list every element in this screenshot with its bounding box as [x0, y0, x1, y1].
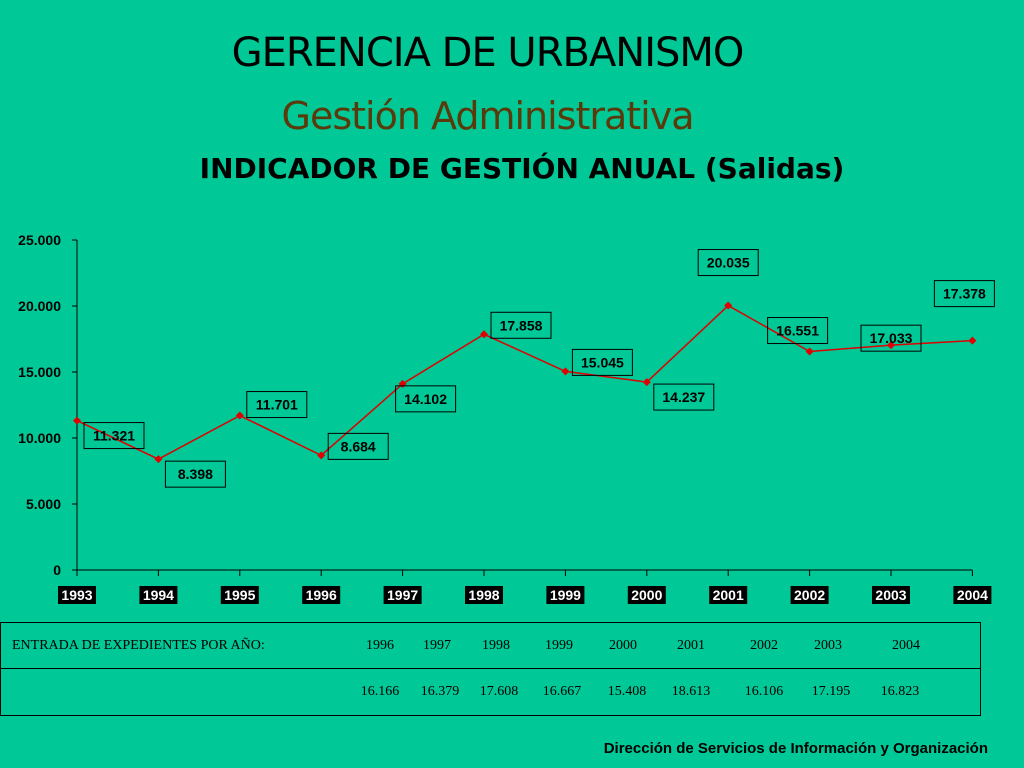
data-label: 8.684: [341, 438, 376, 454]
x-tick-label-box: [546, 586, 585, 604]
x-tick-label-box: [790, 586, 829, 604]
entries-value-cell: 16.667: [542, 684, 582, 699]
entries-value-cell: 16.823: [880, 684, 920, 699]
x-tick-label-box: [220, 586, 259, 604]
entries-value-cell: 17.608: [479, 684, 519, 699]
x-tick-label-box: [627, 586, 666, 604]
data-label-box: [571, 348, 633, 376]
data-label-box: [327, 432, 389, 460]
y-tick-label: 0: [53, 562, 61, 578]
y-tick-label: 25.000: [18, 232, 61, 248]
data-point: [642, 378, 651, 387]
x-tick-label: 1993: [61, 587, 92, 603]
data-label-box: [860, 324, 922, 352]
data-label: 20.035: [707, 255, 750, 271]
y-tick-label: 5.000: [26, 496, 61, 512]
page-title: GERENCIA DE URBANISMO: [231, 30, 745, 76]
entries-year-cell: 1997: [423, 638, 451, 653]
footer-credit: Dirección de Servicios de Información y …: [603, 740, 988, 757]
x-tick-label-box: [465, 586, 503, 604]
data-point: [561, 367, 570, 376]
x-tick-label: 1997: [387, 587, 418, 603]
entries-value-cell: 16.166: [360, 684, 400, 699]
data-point: [968, 336, 977, 345]
x-tick-label-box: [383, 586, 422, 604]
entries-year-cell: 1999: [545, 638, 573, 653]
x-tick-label: 1995: [224, 587, 255, 603]
y-tick-label: 15.000: [18, 364, 61, 380]
entries-value-cell: 18.613: [671, 684, 711, 699]
x-tick-label: 2002: [794, 587, 825, 603]
page-subtitle: Gestión Administrativa: [281, 94, 695, 138]
series-line: [76, 304, 973, 460]
data-point: [724, 301, 733, 310]
data-point: [480, 330, 488, 339]
entries-year-cell: 1996: [366, 638, 394, 653]
data-point: [235, 411, 244, 420]
data-label: 11.701: [256, 397, 298, 413]
data-label-box: [164, 460, 226, 488]
x-tick-label-box: [953, 586, 992, 604]
x-tick-label-box: [139, 586, 178, 604]
x-tick-label: 2003: [875, 587, 906, 603]
x-tick-label: 1996: [306, 587, 337, 603]
y-tick-label: 10.000: [18, 430, 61, 446]
data-label: 16.551: [776, 323, 819, 339]
data-label: 11.321: [93, 428, 135, 444]
entries-year-cell: 2000: [609, 638, 637, 653]
data-point: [73, 416, 81, 425]
x-tick-label-box: [58, 586, 96, 604]
x-tick-label: 2000: [631, 587, 662, 603]
data-point: [887, 341, 895, 350]
x-tick-label-box: [302, 586, 341, 604]
data-label: 14.237: [662, 389, 705, 405]
entries-label: ENTRADA DE EXPEDIENTES POR AÑO:: [12, 638, 265, 653]
entries-value-cell: 15.408: [607, 684, 647, 699]
x-tick-label: 2004: [957, 587, 988, 603]
x-tick-label: 1994: [143, 587, 174, 603]
data-point: [154, 455, 163, 464]
data-label: 17.378: [943, 286, 986, 302]
y-tick-label: 20.000: [18, 298, 61, 314]
data-label-box: [933, 280, 995, 308]
data-label-box: [490, 311, 552, 339]
entries-year-cell: 2004: [892, 638, 920, 653]
entries-value-cell: 16.379: [420, 684, 460, 699]
x-tick-label-box: [709, 586, 748, 604]
entries-year-cell: 2002: [750, 638, 778, 653]
entries-year-cell: 2001: [677, 638, 705, 653]
line-chart: 0 5.000 10.000 15.000 20.000 25.000 1993 1994 19…: [18, 232, 995, 604]
entries-header-row: ENTRADA DE EXPEDIENTES POR AÑO: 1996 199…: [1, 623, 980, 669]
data-label-box: [697, 249, 759, 277]
chart-title: INDICADOR DE GESTIÓN ANUAL (Salidas): [199, 152, 845, 185]
data-label-box: [767, 317, 829, 345]
data-label: 17.033: [870, 330, 913, 346]
entries-year-cell: 1998: [482, 638, 510, 653]
data-label: 8.398: [178, 466, 213, 482]
data-label-box: [246, 391, 308, 419]
x-tick-label: 1999: [550, 587, 581, 603]
data-label-box: [653, 383, 715, 411]
data-label: 17.858: [500, 317, 543, 333]
entries-table: ENTRADA DE EXPEDIENTES POR AÑO: 1996 199…: [0, 622, 981, 716]
data-label-box: [395, 385, 457, 413]
entries-year-cell: 2003: [814, 638, 842, 653]
data-label: 14.102: [404, 391, 447, 407]
entries-value-cell: 17.195: [811, 684, 851, 699]
entries-value-cell: 16.106: [744, 684, 784, 699]
data-point: [805, 347, 814, 356]
data-label-box: [83, 422, 145, 450]
x-tick-label: 1998: [468, 587, 499, 603]
data-label: 15.045: [581, 354, 624, 370]
data-point: [317, 451, 326, 460]
x-tick-label-box: [872, 586, 910, 604]
x-tick-label: 2001: [713, 587, 744, 603]
